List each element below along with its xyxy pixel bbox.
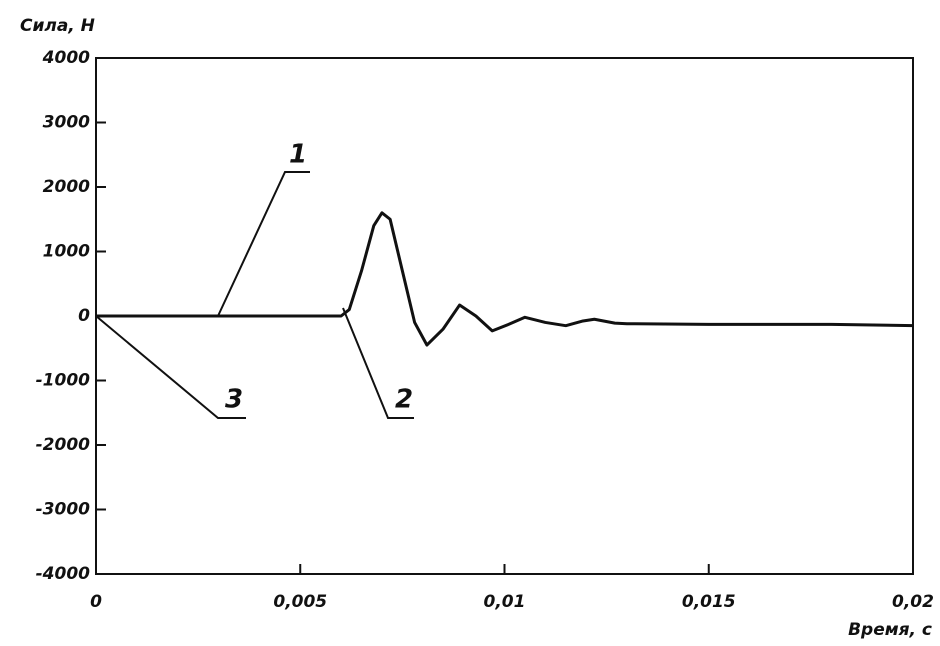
y-tick-label: -3000 [36, 500, 91, 520]
annotation: 3 [225, 385, 243, 415]
x-tick-label: 0 [90, 592, 102, 612]
y-tick-label: 0 [78, 306, 90, 326]
y-tick-label: 3000 [43, 113, 90, 133]
leader-line [217, 171, 310, 317]
y-tick-label: -1000 [36, 371, 91, 391]
x-axis-title: Время, с [848, 620, 932, 640]
x-tick-label: 0,015 [682, 592, 736, 612]
y-tick-label: 4000 [42, 48, 90, 68]
leader-line [342, 307, 414, 419]
y-axis-title: Сила, Н [20, 16, 95, 36]
x-tick-label: 0,02 [892, 592, 934, 612]
annotation: 2 [395, 385, 413, 415]
y-tick-label: 1000 [43, 242, 90, 262]
y-tick-label: -2000 [36, 435, 91, 455]
line [96, 211, 914, 347]
annotation: 1 [289, 140, 307, 170]
x-tick-label: 0,01 [484, 592, 526, 612]
y-tick-label: 2000 [43, 177, 90, 197]
y-tick-label: -4000 [36, 564, 91, 584]
x-tick-label: 0,005 [273, 592, 327, 612]
leader-line [95, 315, 246, 419]
